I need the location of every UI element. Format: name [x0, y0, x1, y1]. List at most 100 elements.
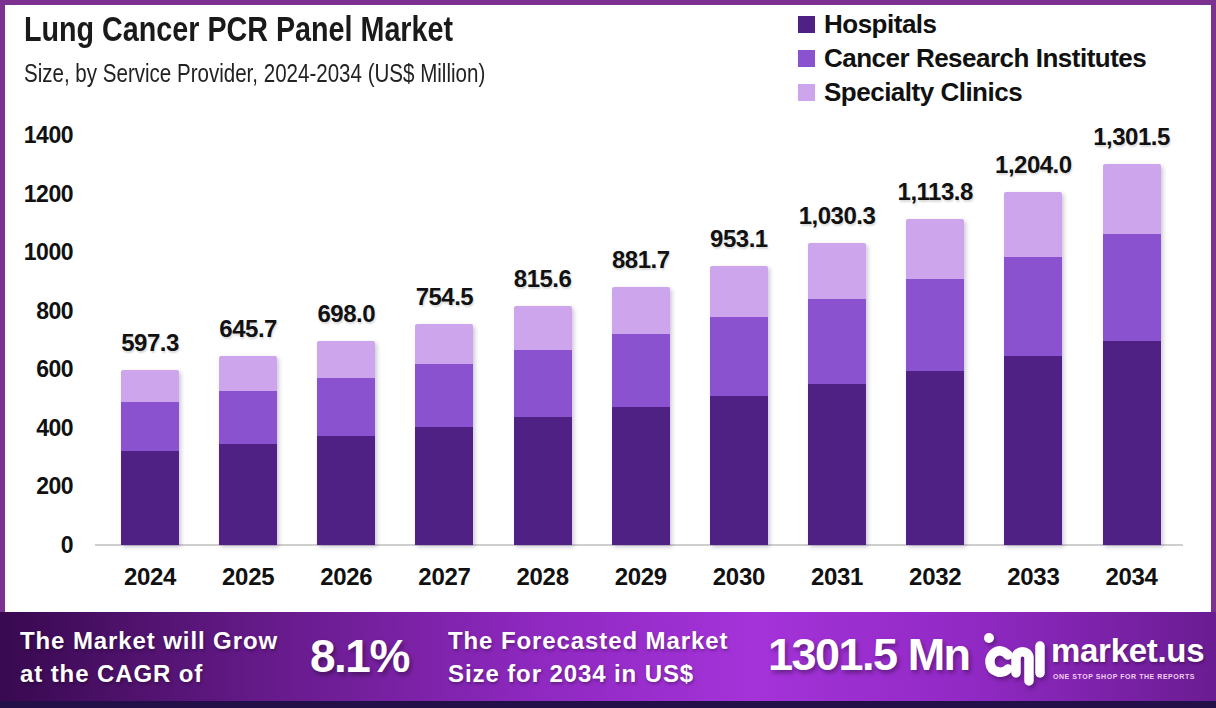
stacked-bar-2033 [1004, 192, 1062, 545]
y-tick-label: 200 [1, 473, 73, 500]
bar-segment [317, 378, 375, 436]
bar-total-label: 698.0 [318, 300, 376, 328]
x-tick-label: 2031 [811, 563, 863, 591]
x-tick-label: 2032 [909, 563, 961, 591]
cagr-label-line2: at the CAGR of [20, 657, 278, 690]
stacked-bar-2029 [612, 287, 670, 545]
legend-label-hospitals: Hospitals [824, 9, 937, 40]
legend-label-cancer-research-institutes: Cancer Research Institutes [824, 43, 1146, 74]
bar-segment [317, 436, 375, 545]
y-tick-label: 400 [1, 415, 73, 442]
legend-swatch-cancer-research-institutes [798, 50, 815, 67]
stacked-bar-2028 [514, 306, 572, 545]
legend-item-hospitals: Hospitals [798, 7, 1146, 41]
bar-total-label: 953.1 [710, 225, 768, 253]
bar-segment [906, 219, 964, 279]
bar-total-label: 597.3 [121, 329, 179, 357]
chart-subtitle: Size, by Service Provider, 2024-2034 (US… [24, 58, 485, 89]
x-tick-label: 2028 [516, 563, 568, 591]
bar-segment [415, 324, 473, 364]
x-tick-label: 2027 [418, 563, 470, 591]
x-tick-label: 2033 [1007, 563, 1059, 591]
forecast-label-line1: The Forecasted Market [448, 624, 728, 657]
bar-segment [710, 266, 768, 317]
x-tick-label: 2025 [222, 563, 274, 591]
bar-segment [1103, 341, 1161, 545]
bar-segment [906, 371, 964, 546]
bar-total-label: 1,204.0 [995, 151, 1072, 179]
bar-segment [514, 306, 572, 350]
y-tick-label: 1400 [1, 122, 73, 149]
stacked-bar-2026 [317, 341, 375, 545]
stacked-bar-2030 [710, 266, 768, 545]
chart-title: Lung Cancer PCR Panel Market [24, 9, 453, 49]
bar-segment [612, 287, 670, 334]
stacked-bar-2034 [1103, 164, 1161, 545]
forecast-value: 1301.5 Mn [768, 629, 970, 681]
infographic-page: Lung Cancer PCR Panel Market Size, by Se… [0, 0, 1216, 708]
x-tick-label: 2024 [124, 563, 176, 591]
stacked-bar-2032 [906, 219, 964, 545]
bar-segment [808, 384, 866, 545]
bar-segment [1103, 164, 1161, 234]
footer-bottom-strip [0, 701, 1216, 708]
forecast-label-line2: Size for 2034 in US$ [448, 657, 728, 690]
stacked-bar-2031 [808, 243, 866, 545]
bar-total-label: 881.7 [612, 246, 670, 274]
bar-segment [415, 427, 473, 545]
y-tick-label: 1200 [1, 181, 73, 208]
cagr-label-line1: The Market will Grow [20, 624, 278, 657]
bar-segment [514, 350, 572, 417]
y-tick-label: 800 [1, 298, 73, 325]
forecast-label: The Forecasted Market Size for 2034 in U… [448, 624, 728, 690]
bar-segment [317, 341, 375, 378]
bar-segment [121, 370, 179, 402]
bar-total-label: 645.7 [219, 315, 277, 343]
footer-banner: The Market will Grow at the CAGR of 8.1%… [0, 612, 1216, 701]
bar-segment [1004, 356, 1062, 545]
x-tick-label: 2029 [615, 563, 667, 591]
bar-segment [121, 402, 179, 451]
bar-segment [808, 243, 866, 298]
stacked-bar-2025 [219, 356, 277, 545]
bar-total-label: 1,030.3 [799, 202, 876, 230]
bar-segment [219, 391, 277, 444]
bar-segment [808, 299, 866, 384]
cagr-label: The Market will Grow at the CAGR of [20, 624, 278, 690]
bar-segment [415, 364, 473, 426]
cagr-value: 8.1% [310, 629, 409, 683]
legend: Hospitals Cancer Research Institutes Spe… [798, 7, 1146, 109]
brand-tagline: ONE STOP SHOP FOR THE REPORTS [1053, 673, 1195, 680]
bar-total-label: 1,113.8 [898, 178, 973, 206]
legend-swatch-hospitals [798, 16, 815, 33]
x-tick-label: 2026 [320, 563, 372, 591]
bar-segment [906, 279, 964, 371]
y-tick-label: 1000 [1, 239, 73, 266]
x-tick-label: 2034 [1105, 563, 1157, 591]
x-tick-label: 2030 [713, 563, 765, 591]
bar-segment [612, 407, 670, 545]
bar-segment [1103, 234, 1161, 341]
bar-segment [219, 356, 277, 391]
bar-segment [612, 334, 670, 407]
stacked-bar-2027 [415, 324, 473, 545]
brand-name: market.us [1051, 632, 1204, 670]
legend-item-cancer-research-institutes: Cancer Research Institutes [798, 41, 1146, 75]
bar-segment [1004, 257, 1062, 356]
legend-swatch-specialty-clinics [798, 84, 815, 101]
legend-item-specialty-clinics: Specialty Clinics [798, 75, 1146, 109]
bar-segment [121, 451, 179, 545]
bar-total-label: 815.6 [514, 265, 572, 293]
bar-segment [219, 444, 277, 545]
bar-segment [1004, 192, 1062, 257]
bar-segment [514, 417, 572, 545]
y-tick-label: 600 [1, 356, 73, 383]
bar-total-label: 1,301.5 [1093, 123, 1170, 151]
bar-segment [710, 396, 768, 545]
bar-segment [710, 317, 768, 396]
legend-label-specialty-clinics: Specialty Clinics [824, 77, 1022, 108]
stacked-bar-2024 [121, 370, 179, 545]
bar-total-label: 754.5 [416, 283, 474, 311]
y-tick-label: 0 [1, 532, 73, 559]
marketus-logo-icon [982, 628, 1046, 692]
